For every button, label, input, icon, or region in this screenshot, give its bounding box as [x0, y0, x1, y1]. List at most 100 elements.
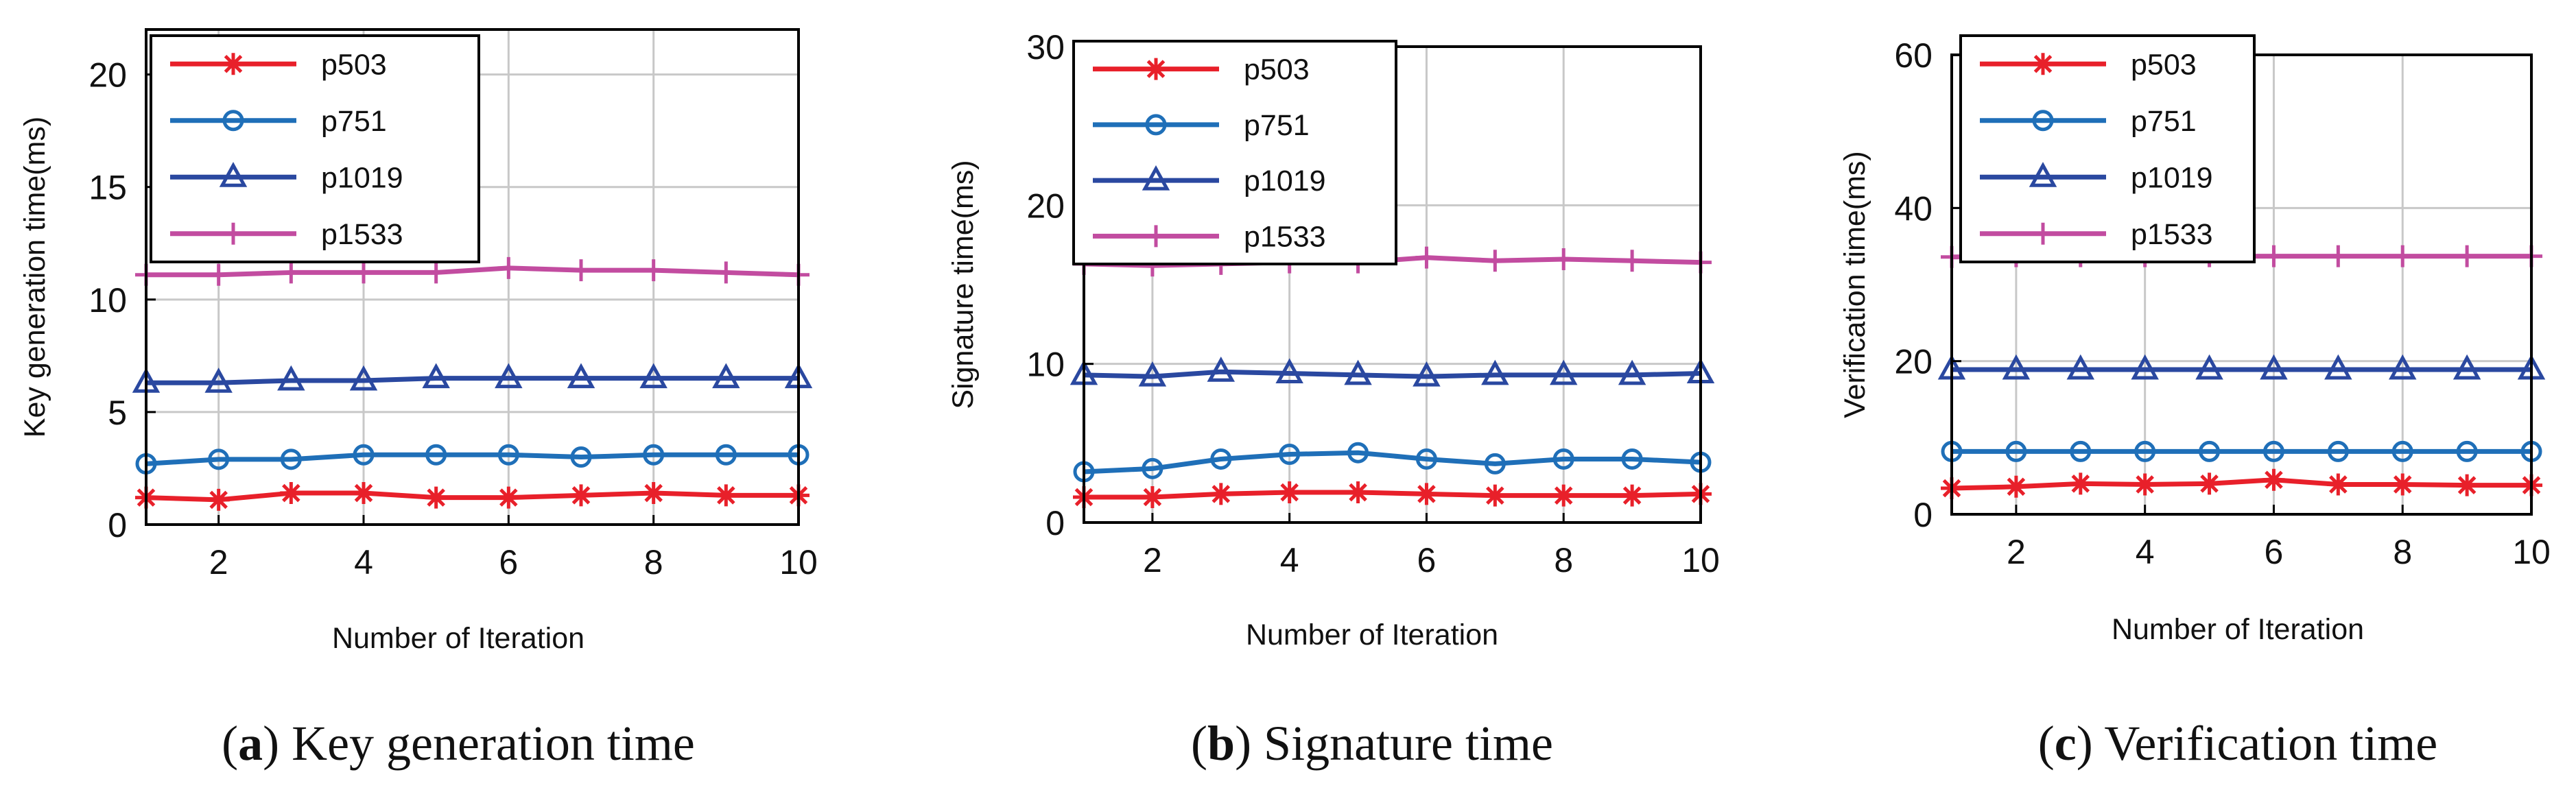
series-line-p1533 — [146, 265, 799, 278]
x-tick-label: 8 — [1554, 541, 1573, 579]
y-tick-label: 0 — [108, 506, 127, 544]
data-point-p1533 — [1415, 246, 1438, 269]
caption-letter: a — [238, 716, 263, 771]
data-point-p1019 — [2260, 354, 2288, 380]
legend-label: p1019 — [2131, 161, 2213, 194]
caption-paren-open: ( — [222, 716, 238, 771]
y-tick-label: 30 — [1026, 28, 1065, 67]
panel-caption: (a) Key generation time — [222, 716, 695, 771]
legend-item-p1019: p1019 — [170, 161, 403, 194]
legend-label: p1019 — [321, 161, 403, 194]
series-line-p503 — [1951, 477, 2531, 491]
data-point-p751 — [2134, 440, 2156, 462]
data-point-p751 — [208, 448, 230, 470]
data-point-p751 — [2391, 440, 2413, 462]
data-point-p1533 — [2327, 245, 2350, 267]
data-point-p751 — [2262, 440, 2284, 462]
data-point-p1533 — [425, 261, 447, 284]
legend-item-p503: p503 — [1980, 48, 2197, 81]
data-point-p1019 — [277, 365, 305, 391]
data-point-p1533 — [715, 261, 737, 284]
data-point-p1533 — [207, 263, 230, 286]
legend-marker-p503 — [222, 53, 244, 75]
legend-item-p1533: p1533 — [1980, 218, 2213, 251]
data-point-p1019 — [639, 363, 667, 389]
x-tick-label: 10 — [779, 543, 818, 581]
legend-marker-p751 — [222, 110, 244, 132]
series-p751 — [135, 444, 810, 475]
data-point-p751 — [1210, 448, 1232, 470]
legend-box — [1072, 40, 1397, 265]
y-axis-label: Signature time(ms) — [947, 160, 980, 409]
x-tick-label: 4 — [354, 543, 373, 581]
y-axis-label: Key generation time(ms) — [19, 117, 51, 437]
legend-label: p751 — [1244, 109, 1310, 142]
x-tick-label: 10 — [2512, 533, 2551, 571]
data-point-p1019 — [2388, 354, 2417, 380]
series-line-p751 — [1083, 450, 1701, 475]
legend: p503 p751 p1019 p1533 — [150, 34, 480, 263]
data-point-p1533 — [1621, 250, 1644, 272]
data-point-p751 — [1142, 457, 1163, 479]
x-tick-label: 8 — [644, 543, 663, 581]
caption-paren-open: ( — [2038, 716, 2055, 771]
caption-text: Key generation time — [292, 716, 695, 771]
y-tick-label: 20 — [1026, 187, 1065, 225]
caption-text: Verification time — [2104, 716, 2437, 771]
caption-paren-close: ) — [2077, 716, 2105, 771]
legend-marker-p1533 — [2032, 222, 2054, 245]
chart-panel-b: 2 4 6 8 10 0 10 20 30 Number of Iteration Signatur… — [947, 28, 1720, 771]
data-point-p751 — [715, 444, 737, 466]
data-point-p503 — [425, 486, 447, 509]
series-line-p751 — [145, 452, 799, 466]
data-point-p751 — [1552, 448, 1574, 470]
chart-panel-a: 2 4 6 8 10 0 5 10 15 20 Number of Iteration Key gen… — [19, 28, 818, 771]
legend-marker-p751 — [2032, 110, 2054, 132]
data-point-p1019 — [495, 363, 523, 389]
data-point-p503 — [2456, 474, 2479, 496]
data-point-p503 — [715, 484, 737, 507]
x-tick-label: 6 — [2265, 533, 2284, 571]
data-point-p1533 — [2262, 245, 2285, 267]
data-point-p751 — [1415, 448, 1437, 470]
legend-item-p1533: p1533 — [1093, 220, 1326, 253]
y-tick-label: 10 — [88, 281, 127, 320]
legend-marker-p1533 — [222, 222, 244, 245]
series-line-p503 — [1084, 490, 1701, 500]
data-point-p751 — [2199, 440, 2221, 462]
data-point-p1533 — [1552, 248, 1575, 270]
data-point-p1019 — [1344, 359, 1372, 385]
legend-box — [150, 34, 480, 263]
panel-caption: (c) Verification time — [2038, 716, 2437, 771]
data-point-p751 — [280, 448, 302, 470]
legend-marker-p1019 — [1142, 165, 1170, 191]
legend-marker-p1019 — [2029, 162, 2057, 187]
data-point-p503 — [2134, 473, 2156, 496]
y-tick-label: 40 — [1894, 189, 1933, 228]
legend-marker-p1019 — [219, 162, 248, 187]
x-tick-label: 2 — [2007, 533, 2026, 571]
data-point-p503 — [1209, 483, 1232, 505]
y-tick-label: 5 — [108, 394, 127, 432]
data-point-p751 — [2070, 440, 2092, 462]
data-point-p503 — [2005, 475, 2027, 498]
caption-paren-close: ) — [263, 716, 292, 771]
data-point-p503 — [497, 486, 520, 509]
data-point-p1019 — [1549, 359, 1578, 385]
data-point-p503 — [1415, 483, 1438, 505]
data-point-p1019 — [2324, 354, 2352, 380]
data-point-p503 — [1278, 481, 1301, 504]
data-point-p1019 — [1618, 359, 1646, 385]
x-tick-label: 4 — [1280, 541, 1299, 579]
legend-item-p503: p503 — [1093, 53, 1310, 86]
legend: p503 p751 p1019 p1533 — [1959, 34, 2256, 263]
data-point-p503 — [2327, 473, 2350, 496]
data-point-p1019 — [2131, 354, 2159, 380]
legend-label: p751 — [2131, 105, 2197, 138]
data-point-p751 — [643, 444, 665, 466]
legend-label: p1019 — [1244, 165, 1326, 197]
data-point-p1533 — [642, 259, 665, 282]
y-tick-label: 20 — [88, 56, 127, 95]
y-tick-label: 10 — [1026, 346, 1065, 384]
